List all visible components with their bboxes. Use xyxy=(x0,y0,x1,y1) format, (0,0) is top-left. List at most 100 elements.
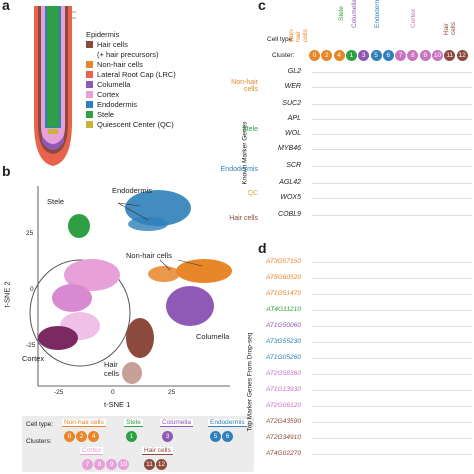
cluster-circle: 7 xyxy=(395,50,407,61)
group-label: Non-hair cells xyxy=(231,79,258,93)
gene-row-line xyxy=(312,406,472,407)
cluster-legend: Cell type: Clusters: Non-hair cells 0 2 4 St… xyxy=(22,416,254,472)
gene-row-line xyxy=(312,390,472,391)
header-type: Cortex xyxy=(410,8,417,28)
gene-row-line xyxy=(312,342,472,343)
legend-cluster-dot: 12 xyxy=(156,459,167,470)
legend-cluster-dot: 0 xyxy=(64,431,75,442)
drop-seq-gene: AT4G02270 xyxy=(265,450,301,457)
legend-clusters-label: Clusters: xyxy=(26,438,52,445)
tsne-label-hair: Hair cells xyxy=(104,360,120,378)
group-label: Hair cells xyxy=(229,214,258,222)
legend-swatch xyxy=(86,100,93,108)
drop-seq-gene: AT3G55230 xyxy=(265,338,301,345)
legend-label: (+ hair precursors) xyxy=(97,49,159,59)
legend-label: Endodermis xyxy=(97,99,138,109)
gene-row-line xyxy=(312,326,472,327)
cluster-circle: 10 xyxy=(432,50,443,61)
gene-row-line xyxy=(312,198,472,199)
gene-row-line xyxy=(312,166,472,167)
gene-label: COBL9 xyxy=(278,211,301,218)
gene-label: GL2 xyxy=(287,68,301,75)
drop-seq-gene: AT2G06120 xyxy=(265,402,301,409)
xtick-2: 25 xyxy=(168,389,176,396)
legend-label: Hair cells xyxy=(97,39,128,49)
legend-item: Quiescent Center (QC) xyxy=(86,119,176,129)
panel-b-letter: b xyxy=(2,163,11,179)
gene-label: SUC2 xyxy=(282,100,301,107)
gene-row-line xyxy=(312,422,472,423)
legend-cluster-dot: 2 xyxy=(76,431,87,442)
drop-seq-gene: AT2G34910 xyxy=(265,434,301,441)
cluster-circle: 12 xyxy=(456,50,468,61)
legend-heading: Epidermis xyxy=(86,30,120,39)
gene-row-line xyxy=(312,310,472,311)
legend-type: Cortex xyxy=(80,447,104,455)
tsne-label-stele: Stele xyxy=(47,197,65,206)
legend-item: Lateral Root Cap (LRC) xyxy=(86,69,176,79)
header-type: Non-hair cells xyxy=(288,27,309,42)
gene-row-line xyxy=(312,278,472,279)
panel-a-letter: a xyxy=(2,0,10,13)
gene-row-line xyxy=(312,454,472,455)
root-illustration xyxy=(34,6,76,166)
legend-label: Quiescent Center (QC) xyxy=(97,119,174,129)
legend-item: Hair cells xyxy=(86,39,176,49)
drop-seq-gene: AT1G51470 xyxy=(265,290,301,297)
legend-type: Endodermis xyxy=(208,419,247,427)
legend-label: Lateral Root Cap (LRC) xyxy=(97,69,176,79)
cluster-circle: 6 xyxy=(382,50,394,61)
gene-row-line xyxy=(312,134,472,135)
gene-row-line xyxy=(312,104,472,105)
gene-label: MYB46 xyxy=(278,145,301,152)
header-type: Endodermis xyxy=(374,0,381,28)
legend-cluster-dot: 3 xyxy=(162,431,173,442)
legend-type: Columella xyxy=(160,419,193,427)
panel-a-legend: Epidermis Hair cells (+ hair precursors) N… xyxy=(86,30,176,129)
xtick-0: -25 xyxy=(54,389,64,396)
gene-row-line xyxy=(312,149,472,150)
legend-cluster-dot: 11 xyxy=(144,459,155,470)
legend-swatch xyxy=(86,70,93,78)
cluster-circle: 1 xyxy=(345,50,357,61)
gene-label: SCR xyxy=(286,162,301,169)
legend-cluster-dot: 4 xyxy=(88,431,99,442)
gene-label: WOX5 xyxy=(280,194,301,201)
gene-row-line xyxy=(312,438,472,439)
cluster-circle: 5 xyxy=(370,50,382,61)
legend-swatch xyxy=(86,60,93,68)
legend-type: Hair cells xyxy=(142,447,173,455)
gene-label: AGL42 xyxy=(279,179,301,186)
legend-swatch xyxy=(86,90,93,98)
gene-row-line xyxy=(312,87,472,88)
tsne-label-columella: Columella xyxy=(196,332,230,341)
legend-celltype-label: Cell type: xyxy=(26,421,54,428)
legend-label: Columella xyxy=(97,79,131,89)
tsne-label-cortex: Cortex xyxy=(22,354,45,363)
legend-cluster-dot: 6 xyxy=(222,431,233,442)
drop-seq-gene: AT2G58360 xyxy=(265,370,301,377)
legend-item: Non-hair cells xyxy=(86,59,176,69)
tsne-ylabel: t-SNE 2 xyxy=(2,281,12,308)
cluster-circle: 11 xyxy=(444,50,456,61)
drop-seq-gene: AT4G11210 xyxy=(266,306,301,313)
legend-cluster-dot: 8 xyxy=(94,459,105,470)
gene-label: APL xyxy=(287,115,301,122)
cluster-circle: 2 xyxy=(321,50,333,61)
tsne-label-endodermis: Endodermis xyxy=(112,186,153,195)
cluster-circle: 3 xyxy=(358,50,370,61)
tsne-plot xyxy=(29,186,232,387)
panel-d-letter: d xyxy=(258,240,267,256)
legend-label: Cortex xyxy=(97,89,120,99)
drop-seq-gene: AT5G60520 xyxy=(265,274,301,281)
legend-swatch xyxy=(86,80,93,88)
legend-label: Non-hair cells xyxy=(97,59,143,69)
group-label: QC xyxy=(247,190,259,197)
drop-seq-gene: AT2G43590 xyxy=(265,418,301,425)
gene-row-line xyxy=(312,358,472,359)
cluster-circle: 8 xyxy=(407,50,419,61)
c-celltype-label: Cell type: xyxy=(267,36,295,43)
header-type: Columella xyxy=(351,0,358,28)
group-label: Stele xyxy=(242,126,258,133)
legend-item: Stele xyxy=(86,109,176,119)
